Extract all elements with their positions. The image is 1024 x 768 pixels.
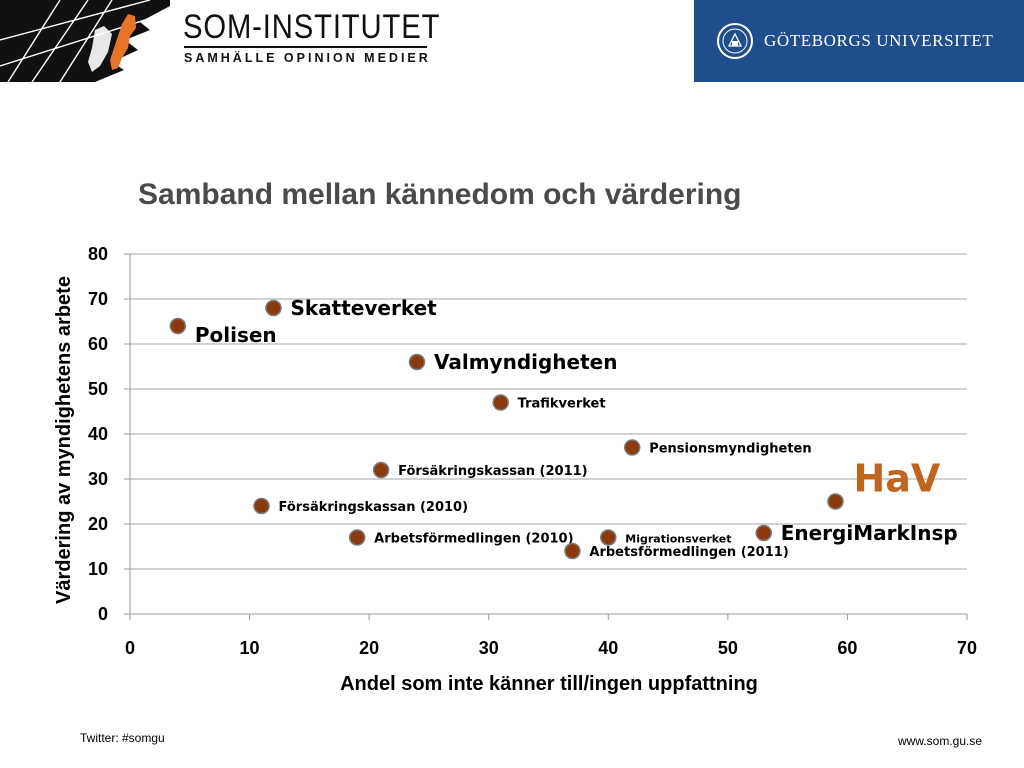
x-tick-label: 30 <box>479 638 499 658</box>
point-label: Valmyndigheten <box>434 350 618 374</box>
university-name: GÖTEBORGS UNIVERSITET <box>764 31 994 50</box>
data-point: Trafikverket <box>492 394 606 412</box>
point-label: Försäkringskassan (2010) <box>279 500 469 515</box>
y-tick-label: 60 <box>88 334 108 354</box>
y-tick-label: 50 <box>88 379 108 399</box>
x-tick-label: 40 <box>598 638 618 658</box>
x-tick-label: 10 <box>240 638 260 658</box>
scatter-marker <box>169 317 187 335</box>
point-label: HaV <box>853 457 940 501</box>
x-tick-label: 0 <box>125 638 135 658</box>
chart-title: Samband mellan kännedom och värdering <box>138 178 742 211</box>
y-axis-label: Värdering av myndighetens arbete <box>53 276 75 604</box>
x-axis-label: Andel som inte känner till/ingen uppfatt… <box>340 673 758 695</box>
scatter-marker <box>564 542 581 560</box>
point-label: Migrationsverket <box>625 533 731 546</box>
header: SOM-INSTITUTET SAMHÄLLE OPINION MEDIER G… <box>0 0 1024 82</box>
data-point: Arbetsförmedlingen (2010) <box>348 529 574 547</box>
data-point: Försäkringskassan (2011) <box>372 461 588 479</box>
point-label: Försäkringskassan (2011) <box>398 464 588 479</box>
brand-divider <box>184 46 427 48</box>
data-point: Arbetsförmedlingen (2011) <box>564 542 789 560</box>
data-point: Valmyndigheten <box>408 350 618 374</box>
point-label: EnergiMarkInsp <box>781 521 958 545</box>
twitter-handle: Twitter: #somgu <box>80 731 165 745</box>
scatter-marker <box>348 529 366 546</box>
scatter-marker <box>600 529 617 546</box>
data-point: HaV <box>827 457 941 510</box>
y-tick-label: 30 <box>88 469 108 489</box>
point-label: Arbetsförmedlingen (2011) <box>589 545 788 560</box>
university-seal-icon <box>717 23 753 59</box>
website-link[interactable]: www.som.gu.se <box>897 734 982 748</box>
point-label: Pensionsmyndigheten <box>649 442 811 457</box>
data-point: Polisen <box>169 317 277 347</box>
x-axis-ticks: 0 10 20 30 40 50 60 70 <box>125 614 977 658</box>
brand-title: SOM-INSTITUTET <box>183 8 441 46</box>
data-point: Pensionsmyndigheten <box>623 439 812 457</box>
point-label: Arbetsförmedlingen (2010) <box>374 532 573 547</box>
x-tick-label: 70 <box>957 638 977 658</box>
map-icon <box>0 0 170 82</box>
data-point: Migrationsverket <box>600 529 731 546</box>
som-logo-map <box>0 0 170 82</box>
scatter-marker <box>253 497 270 515</box>
data-point: Försäkringskassan (2010) <box>253 497 469 515</box>
scatter-marker <box>827 493 844 510</box>
scatter-marker <box>372 461 390 479</box>
y-tick-label: 20 <box>88 514 108 534</box>
chart-grid <box>130 253 967 570</box>
y-tick-label: 10 <box>88 559 108 579</box>
scatter-marker <box>623 439 641 456</box>
point-label: Polisen <box>195 323 277 347</box>
y-axis-ticks: 0 10 20 30 40 50 60 70 80 <box>88 244 130 624</box>
brand-subtitle: SAMHÄLLE OPINION MEDIER <box>184 51 431 65</box>
point-label: Trafikverket <box>518 397 606 412</box>
data-point: Skatteverket <box>265 296 437 320</box>
data-point: EnergiMarkInsp <box>755 521 958 545</box>
point-label: Skatteverket <box>290 296 437 320</box>
y-tick-label: 70 <box>88 289 108 309</box>
data-points: Polisen Skatteverket Valmyndigheten Trafikv… <box>169 296 958 560</box>
scatter-marker <box>265 299 282 317</box>
x-tick-label: 60 <box>837 638 857 658</box>
y-tick-label: 80 <box>88 244 108 264</box>
scatter-marker <box>755 524 772 542</box>
y-tick-label: 0 <box>98 604 108 624</box>
university-banner <box>694 0 1024 82</box>
x-tick-label: 50 <box>718 638 738 658</box>
x-tick-label: 20 <box>359 638 379 658</box>
y-tick-label: 40 <box>88 424 108 444</box>
scatter-marker <box>408 353 426 371</box>
scatter-marker <box>492 394 509 411</box>
